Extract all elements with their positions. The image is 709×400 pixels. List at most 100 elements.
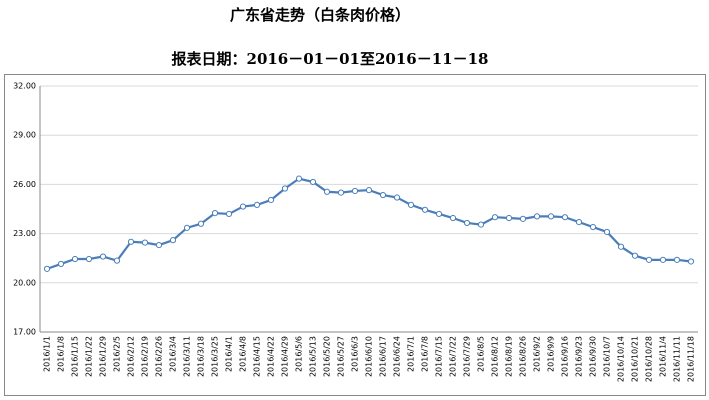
x-tick-label: 2016/2/5 [113,336,122,372]
x-tick-label: 2016/3/11 [183,336,192,377]
point [85,255,93,263]
x-tick-label: 2016/11/18 [687,336,696,382]
x-tick-label: 2016/1/29 [99,336,108,377]
x-tick-label: 2016/10/14 [617,336,626,382]
x-tick-label: 2016/3/18 [197,336,206,377]
point [421,206,429,213]
x-tick-label: 2016/3/25 [211,336,220,377]
point [673,256,681,263]
point [435,210,443,218]
point [169,237,177,244]
x-tick-label: 2016/8/26 [519,336,528,377]
x-tick-label: 2016/5/27 [337,336,346,377]
point [589,223,597,231]
x-tick-label: 2016/5/20 [323,336,332,377]
x-tick-label: 2016/9/16 [561,336,570,377]
point [379,191,387,199]
point [603,228,611,236]
point [239,203,247,210]
y-tick-label: 23.00 [13,229,36,238]
y-tick-label: 17.00 [13,328,36,337]
x-tick-label: 2016/1/8 [57,336,66,372]
x-tick-label: 2016/5/6 [295,336,304,372]
point [491,214,499,221]
x-tick-label: 2016/3/4 [169,336,178,372]
point [113,257,121,264]
point [533,213,541,220]
x-tick-label: 2016/1/15 [71,336,80,377]
point [351,187,359,195]
point [141,239,149,246]
point [645,256,653,263]
point [505,214,513,222]
point [659,256,667,263]
x-tick-label: 2016/7/8 [421,336,430,372]
x-tick-label: 2016/4/8 [239,336,248,372]
point [687,258,695,265]
x-tick-label: 2016/8/12 [491,336,500,377]
point [281,185,289,192]
point [547,213,555,220]
x-tick-label: 2016/9/23 [575,336,584,377]
point [365,187,373,194]
point [267,196,275,204]
x-tick-label: 2016/1/1 [43,336,52,372]
point [225,210,233,218]
x-tick-label: 2016/5/13 [309,336,318,377]
x-tick-label: 2016/10/28 [645,336,654,382]
x-tick-label: 2016/7/1 [407,336,416,372]
y-tick-label: 29.00 [13,131,36,140]
chart-subtitle: 报表日期：2016－01－01至2016－11－18 [172,50,489,68]
point [43,265,51,272]
x-tick-label: 2016/6/3 [351,336,360,372]
point [617,243,625,250]
x-tick-label: 2016/4/22 [267,336,276,377]
point [155,241,163,249]
point [99,253,107,260]
point [71,255,79,263]
x-tick-label: 2016/7/29 [463,336,472,377]
point [127,238,135,245]
point [57,260,65,268]
x-tick-label: 2016/9/30 [589,336,598,377]
x-tick-label: 2016/4/29 [281,336,290,377]
point [449,214,457,222]
point [631,252,639,259]
x-tick-label: 2016/2/26 [155,336,164,377]
x-tick-label: 2016/1/22 [85,336,94,377]
x-tick-label: 2016/10/21 [631,336,640,382]
point [393,194,401,201]
x-tick-label: 2016/9/2 [533,336,542,372]
x-tick-label: 2016/6/10 [365,336,374,377]
x-tick-label: 2016/4/15 [253,336,262,377]
chart-frame [4,74,706,396]
x-tick-label: 2016/2/19 [141,336,150,377]
x-tick-label: 2016/4/1 [225,336,234,372]
point [477,221,485,228]
x-tick-label: 2016/8/19 [505,336,514,377]
point [407,201,415,208]
point [575,219,583,226]
point [253,201,261,208]
point [309,178,317,186]
x-tick-label: 2016/6/24 [393,336,402,377]
point [183,224,191,231]
x-tick-label: 2016/7/15 [435,336,444,377]
point [211,210,219,217]
x-tick-label: 2016/6/17 [379,336,388,377]
point [561,214,569,221]
x-tick-label: 2016/9/9 [547,336,556,372]
y-tick-label: 32.00 [13,82,36,91]
x-tick-label: 2016/7/22 [449,336,458,377]
x-tick-label: 2016/2/12 [127,336,136,377]
point [337,189,345,196]
point [323,188,331,195]
x-tick-label: 2016/10/7 [603,336,612,377]
x-tick-label: 2016/11/4 [659,336,668,377]
y-tick-label: 26.00 [13,180,36,189]
chart-title: 广东省走势（白条肉价格） [230,6,410,24]
point [197,220,205,227]
point [295,175,303,182]
x-tick-label: 2016/11/11 [673,336,682,382]
